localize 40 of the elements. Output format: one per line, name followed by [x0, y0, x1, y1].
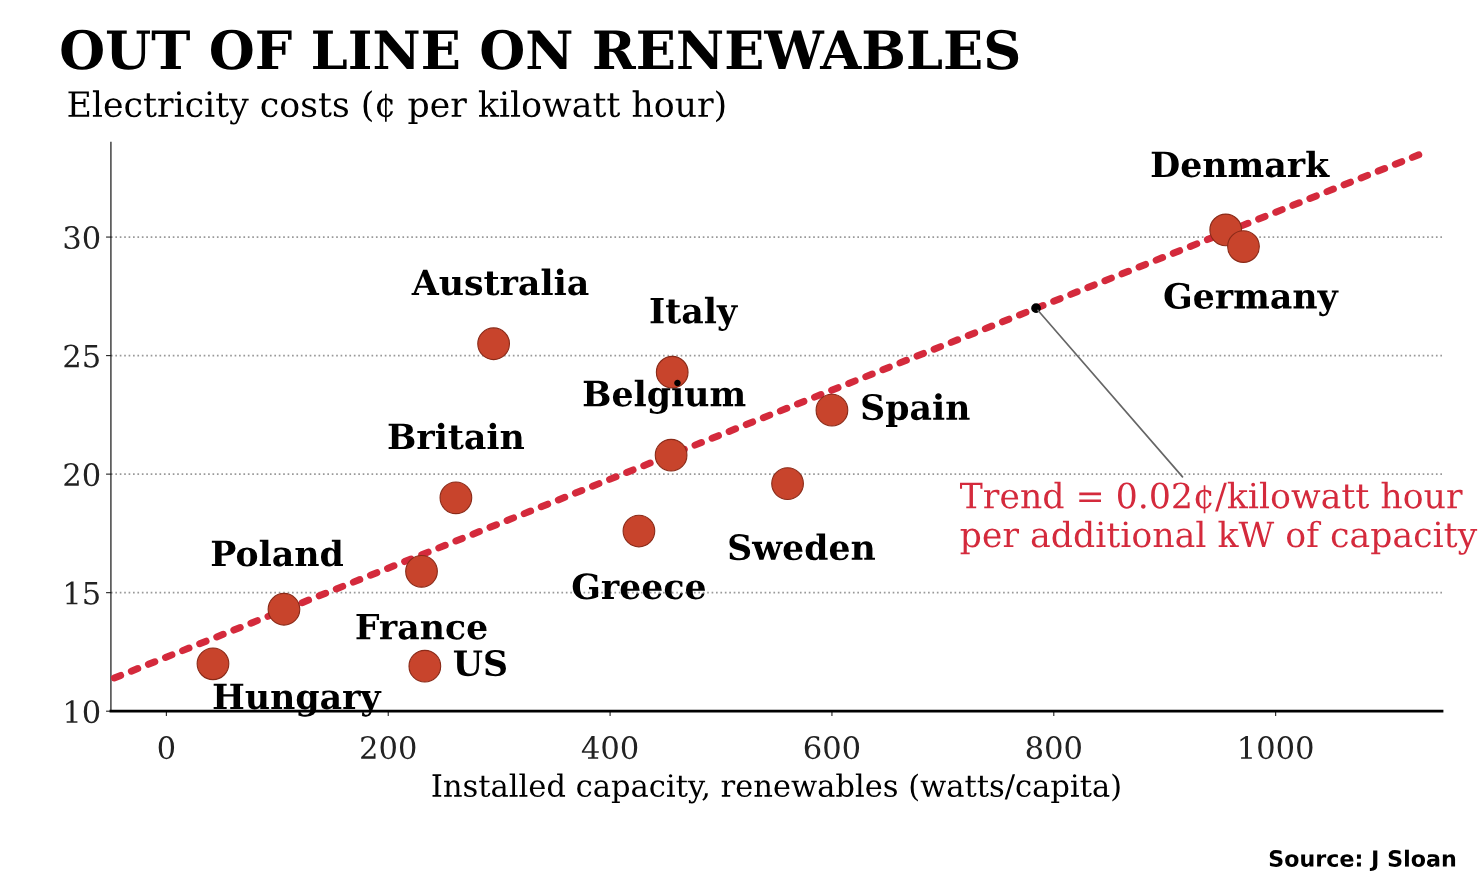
point [622, 514, 656, 548]
annotation: Sweden [729, 533, 875, 561]
source-note: Source: J Sloan [1269, 849, 1456, 872]
annotation: Belgium [583, 379, 746, 414]
annotation: Trend = 0.02¢/kilowatt hour per additional kW of capacity [959, 481, 1478, 555]
annotation: Germany [1164, 282, 1339, 317]
x-tick-label: 600 [804, 736, 860, 760]
y-tick-label: 30 [64, 226, 100, 250]
annotation: Italy [650, 296, 738, 331]
annotation: Australia [411, 268, 589, 296]
annotation: Spain [862, 393, 970, 427]
point [405, 554, 438, 588]
annotation: Britain [388, 422, 525, 450]
annotation: Greece [572, 573, 706, 600]
point [196, 647, 230, 681]
point [815, 393, 849, 427]
annotation: Hungary [213, 683, 382, 717]
x-tick-label: 400 [581, 736, 638, 760]
annotation: US [453, 649, 506, 677]
annotation: Poland [211, 539, 343, 567]
y-tick-label: 25 [64, 344, 99, 368]
annotation: France [356, 613, 487, 640]
point [267, 592, 301, 626]
point [439, 481, 473, 515]
y-tick-label: 10 [66, 700, 100, 724]
chart-title: OUT OF LINE ON RENEWABLES [61, 29, 1019, 70]
x-tick-label: 200 [361, 736, 416, 760]
chart-subtitle: Electricity costs (¢ per kilowatt hour) [68, 90, 725, 125]
x-tick-label: 800 [1026, 736, 1081, 760]
point [477, 327, 511, 361]
point [654, 438, 688, 472]
x-axis-title: Installed capacity, renewables (watts/capita) [432, 773, 1120, 804]
y-tick-label: 20 [64, 463, 100, 487]
point [1227, 230, 1260, 263]
point [408, 649, 442, 683]
y-tick-label: 15 [66, 581, 99, 605]
x-tick-label: 1000 [1240, 736, 1313, 760]
annotation: Denmark [1151, 150, 1330, 178]
x-tick-label: 0 [158, 736, 175, 760]
point [771, 467, 804, 501]
